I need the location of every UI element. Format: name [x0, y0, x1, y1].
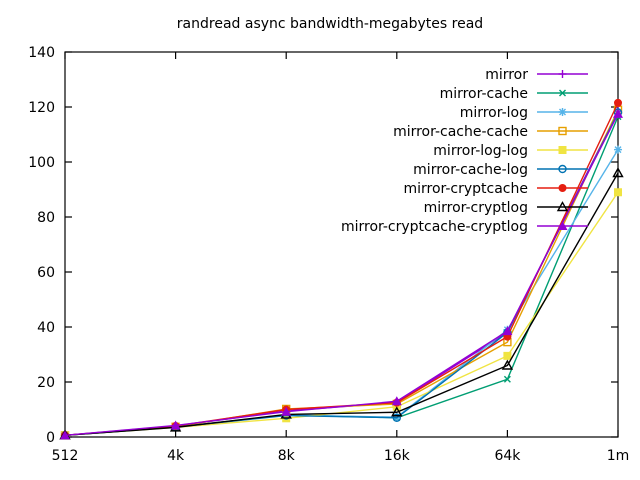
series-marker	[557, 221, 568, 230]
y-tick-label: 140	[28, 45, 55, 61]
legend-label: mirror	[485, 67, 528, 83]
legend-label: mirror-cache-log	[413, 162, 528, 178]
series-marker	[614, 188, 622, 197]
x-tick-label: 64k	[494, 448, 521, 464]
series-marker	[556, 201, 569, 212]
y-tick-label: 100	[28, 155, 55, 171]
y-tick-label: 120	[28, 100, 55, 116]
series-line	[64, 172, 619, 437]
x-tick-label: 512	[52, 448, 79, 464]
series-marker	[613, 108, 623, 118]
series-marker	[501, 359, 514, 370]
series-line	[64, 149, 619, 437]
legend-label: mirror-log-log	[433, 143, 528, 159]
legend-label: mirror-cryptcache	[403, 181, 528, 197]
y-tick-label: 60	[37, 265, 55, 281]
x-tick-label: 4k	[167, 448, 185, 464]
series-marker	[614, 146, 622, 154]
series-marker	[392, 413, 401, 422]
series-marker	[503, 375, 511, 383]
series-line	[64, 109, 619, 437]
series-marker	[559, 108, 566, 116]
series-line	[64, 113, 619, 437]
series-marker	[502, 326, 513, 336]
series-line	[64, 110, 619, 437]
chart-title: randread async bandwidth-megabytes read	[176, 16, 484, 32]
series-marker	[170, 420, 181, 430]
series-marker	[391, 406, 403, 417]
y-tick-label: 0	[46, 430, 55, 446]
legend-label: mirror-cryptcache-cryptlog	[341, 219, 528, 235]
series-line	[64, 102, 619, 437]
series-marker	[558, 126, 567, 136]
legend-label: mirror-log	[460, 105, 528, 121]
series-marker	[558, 146, 567, 154]
y-tick-label: 80	[37, 210, 55, 226]
y-tick-label: 40	[37, 320, 55, 336]
series-marker	[281, 406, 292, 416]
series-marker	[60, 430, 70, 440]
series-marker	[558, 184, 567, 192]
plot-border	[64, 51, 619, 438]
series-line	[64, 112, 619, 437]
series-marker	[503, 351, 512, 360]
series-marker	[558, 164, 567, 174]
x-tick-label: 8k	[278, 448, 296, 464]
series-marker	[559, 89, 566, 97]
y-tick-label: 20	[37, 375, 55, 391]
series-marker	[612, 167, 624, 178]
legend-label: mirror-cache	[440, 86, 528, 102]
x-tick-label: 1m	[607, 448, 630, 464]
x-tick-label: 16k	[384, 448, 411, 464]
legend-label: mirror-cryptlog	[424, 200, 528, 216]
series-marker	[391, 396, 402, 406]
series-marker	[614, 98, 622, 107]
legend-label: mirror-cache-cache	[393, 124, 528, 140]
